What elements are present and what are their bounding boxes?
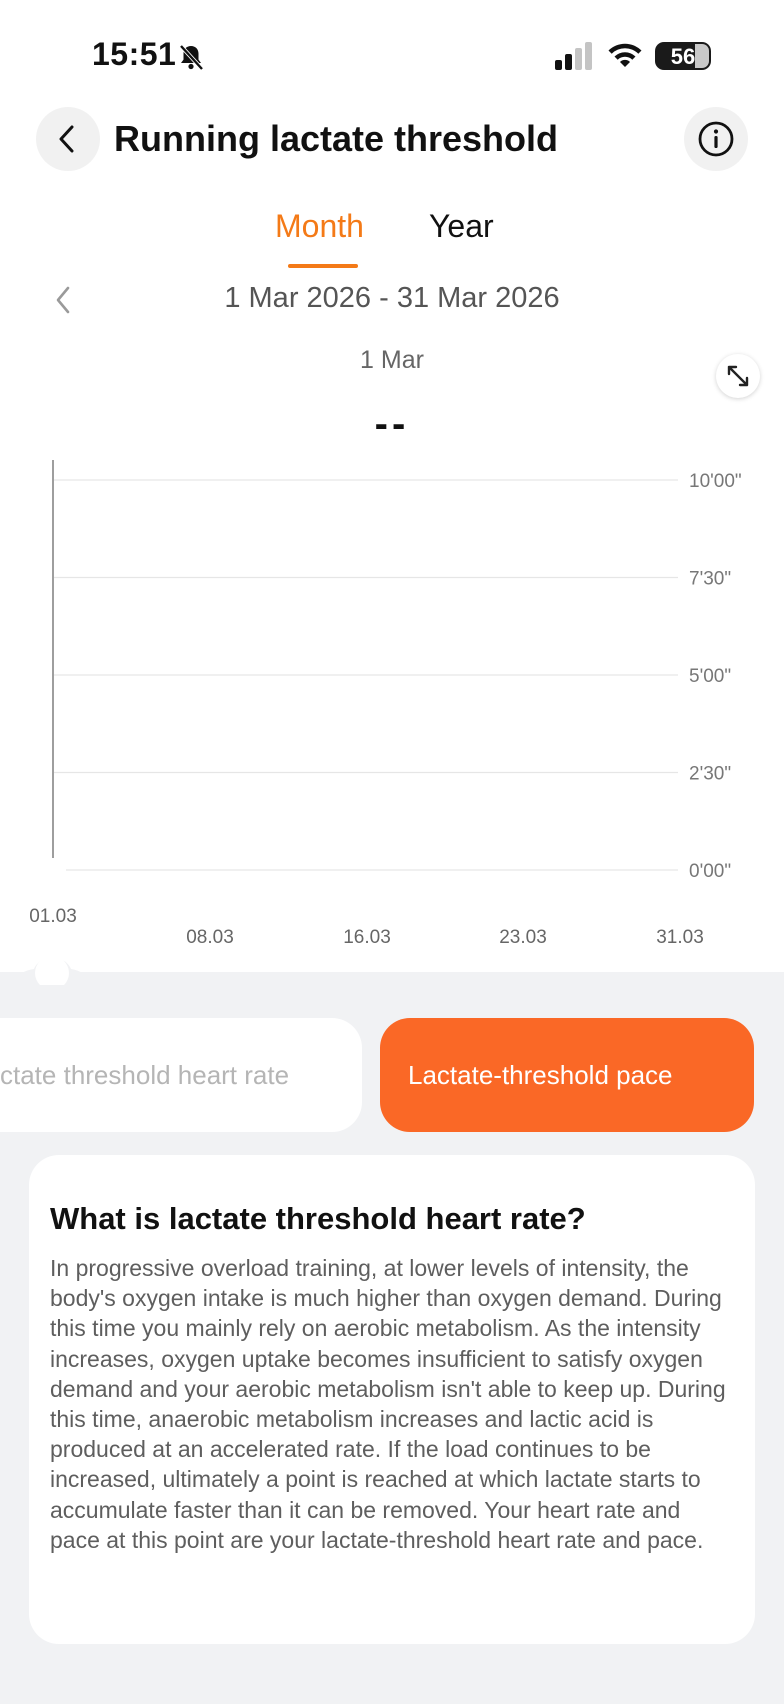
tab-month[interactable]: Month	[275, 208, 364, 244]
wifi-icon	[608, 43, 642, 67]
cellular-signal-icon	[555, 42, 592, 70]
info-card-heading: What is lactate threshold heart rate?	[50, 1201, 586, 1236]
info-card-body: In progressive overload training, at low…	[50, 1255, 726, 1553]
info-card: What is lactate threshold heart rate? In…	[29, 1155, 755, 1644]
x-tick-label: 23.03	[499, 927, 547, 948]
selected-date: 1 Mar	[360, 346, 424, 374]
battery-level: 56	[670, 44, 696, 69]
x-tick-label: 16.03	[343, 927, 391, 948]
metric-tab-lactate-threshold-pace[interactable]: Lactate-threshold pace	[380, 1018, 754, 1132]
metric-tab-lactate-threshold-heart-rate[interactable]: ctate threshold heart rate	[0, 1018, 362, 1132]
expand-icon	[727, 365, 749, 387]
info-icon	[698, 121, 734, 157]
x-tick-label: 31.03	[656, 927, 704, 948]
metric-tab-label: Lactate-threshold pace	[408, 1059, 673, 1090]
battery-icon: 56	[655, 42, 711, 70]
lactate-threshold-chart[interactable]: 10'00" 7'30" 5'00" 2'30" 0'00" 01.03 08.03 16.…	[0, 460, 784, 960]
y-tick-label: 5'00"	[689, 666, 731, 687]
y-tick-label: 7'30"	[689, 569, 731, 590]
selected-value: --	[374, 402, 410, 446]
metric-tab-label: ctate threshold heart rate	[0, 1059, 290, 1090]
y-tick-label: 0'00"	[689, 861, 731, 882]
previous-range-button[interactable]	[50, 284, 76, 316]
page-title: Running lactate threshold	[114, 118, 559, 159]
active-tab-indicator	[288, 264, 358, 268]
info-button[interactable]	[684, 107, 748, 171]
date-range-label: 1 Mar 2026 - 31 Mar 2026	[224, 282, 560, 314]
chevron-left-icon	[59, 125, 74, 153]
y-tick-label: 2'30"	[689, 764, 731, 785]
y-tick-label: 10'00"	[689, 471, 742, 492]
x-tick-label: 08.03	[186, 927, 234, 948]
status-time: 15:51	[92, 36, 177, 72]
x-tick-label: 01.03	[29, 906, 77, 927]
bell-muted-icon	[179, 44, 204, 71]
expand-chart-button[interactable]	[716, 354, 760, 398]
back-button[interactable]	[36, 107, 100, 171]
selection-handle	[0, 956, 110, 985]
tab-year[interactable]: Year	[429, 208, 494, 244]
